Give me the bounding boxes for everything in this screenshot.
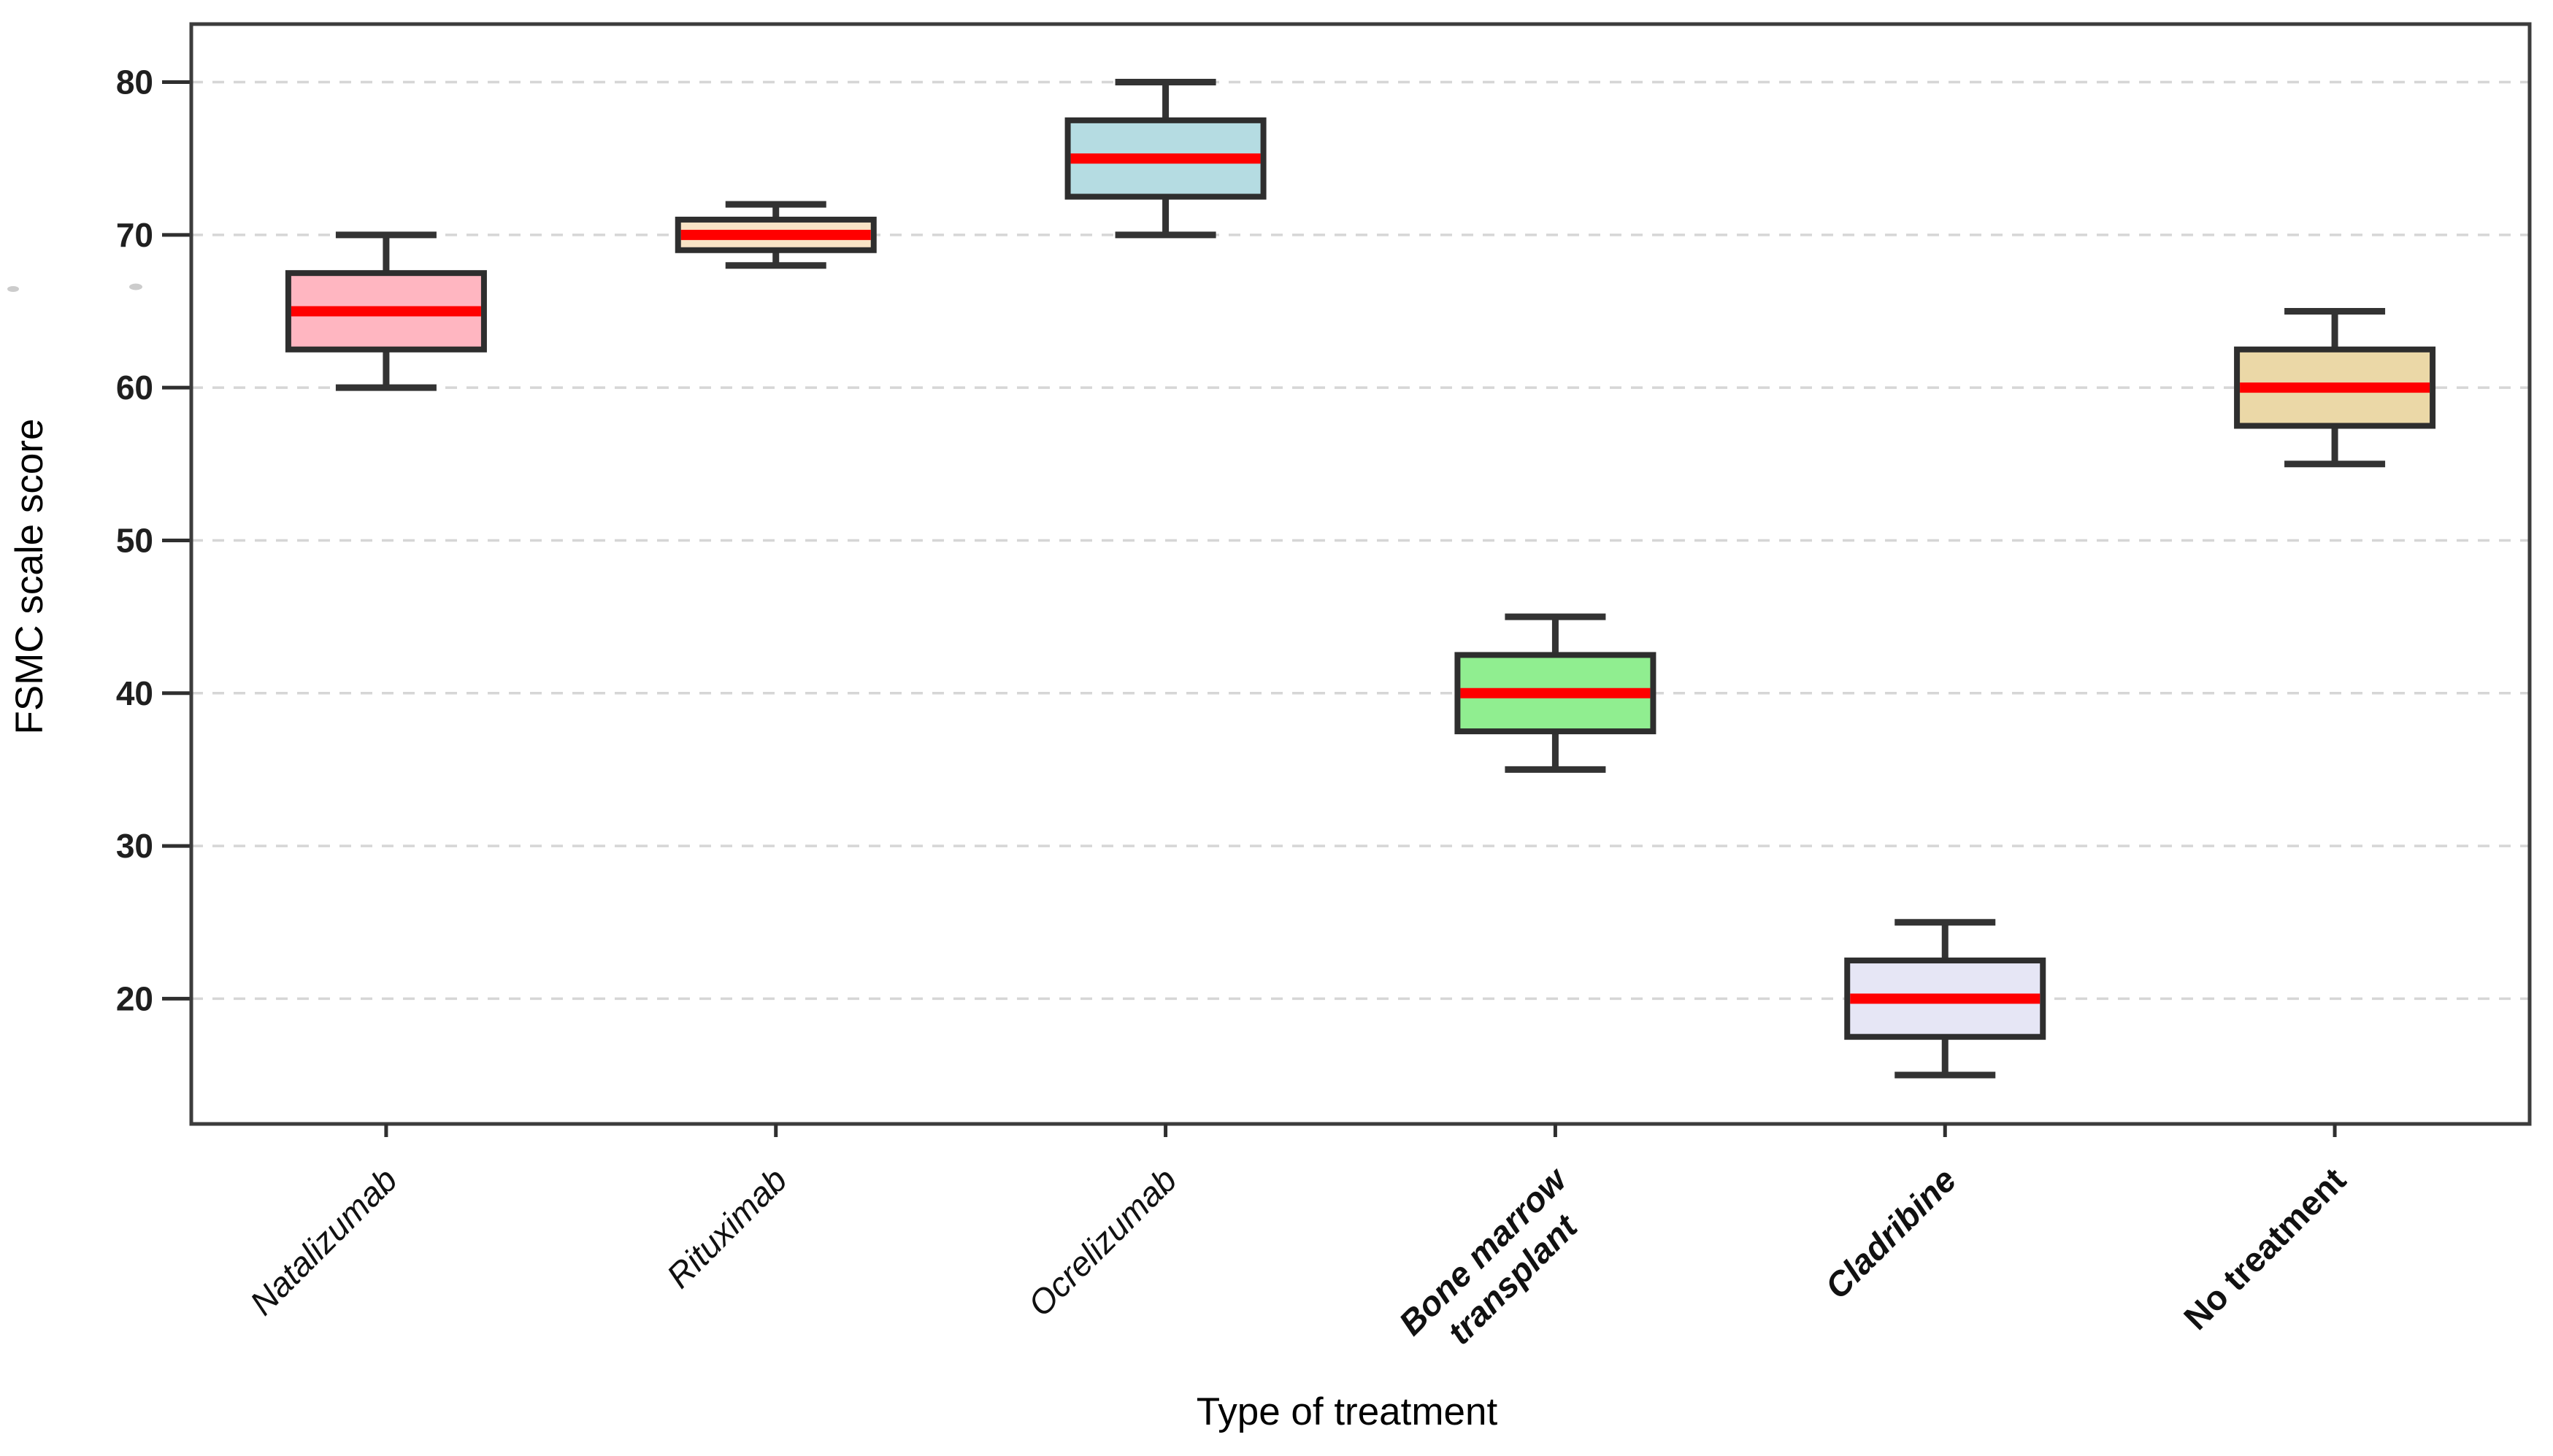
x-tick-label-natalizumab: Natalizumab [242,1160,404,1322]
y-axis-title: FSMC scale score [8,419,51,735]
y-tick-label-30: 30 [116,827,153,865]
y-tick-label-40: 40 [116,674,153,712]
x-tick-label-ocrelizumab: Ocrelizumab [1021,1160,1184,1324]
plot-area: 20 30 40 50 60 70 80 Natalizumab Rituximab Ocreli… [116,22,2532,1371]
y-tick-label-80: 80 [116,63,153,101]
x-axis-title: Type of treatment [1197,1390,1498,1433]
boxplot-bone-marrow-transplant [1454,613,1656,773]
x-tick-label-rituximab: Rituximab [659,1160,794,1295]
boxplot-rituximab [675,201,877,269]
y-tick-label-70: 70 [116,216,153,254]
y-tick-label-50: 50 [116,521,153,559]
y-tick-label-60: 60 [116,369,153,407]
x-tick-label-bone-marrow-transplant: Bone marrowtransplant [1391,1158,1605,1371]
boxplot-no-treatment [2234,307,2436,468]
scan-artifact-dot [129,283,142,290]
x-tick-label-no-treatment: No treatment [2176,1160,2354,1337]
x-tick-label-cladribine: Cladribine [1817,1160,1963,1306]
scan-artifact-dot [7,286,19,292]
plot-frame [189,22,2532,1126]
y-tick-label-20: 20 [116,979,153,1017]
boxplot-cladribine [1844,919,2046,1079]
boxplot-natalizumab [285,231,487,391]
boxplot-ocrelizumab [1064,79,1267,239]
